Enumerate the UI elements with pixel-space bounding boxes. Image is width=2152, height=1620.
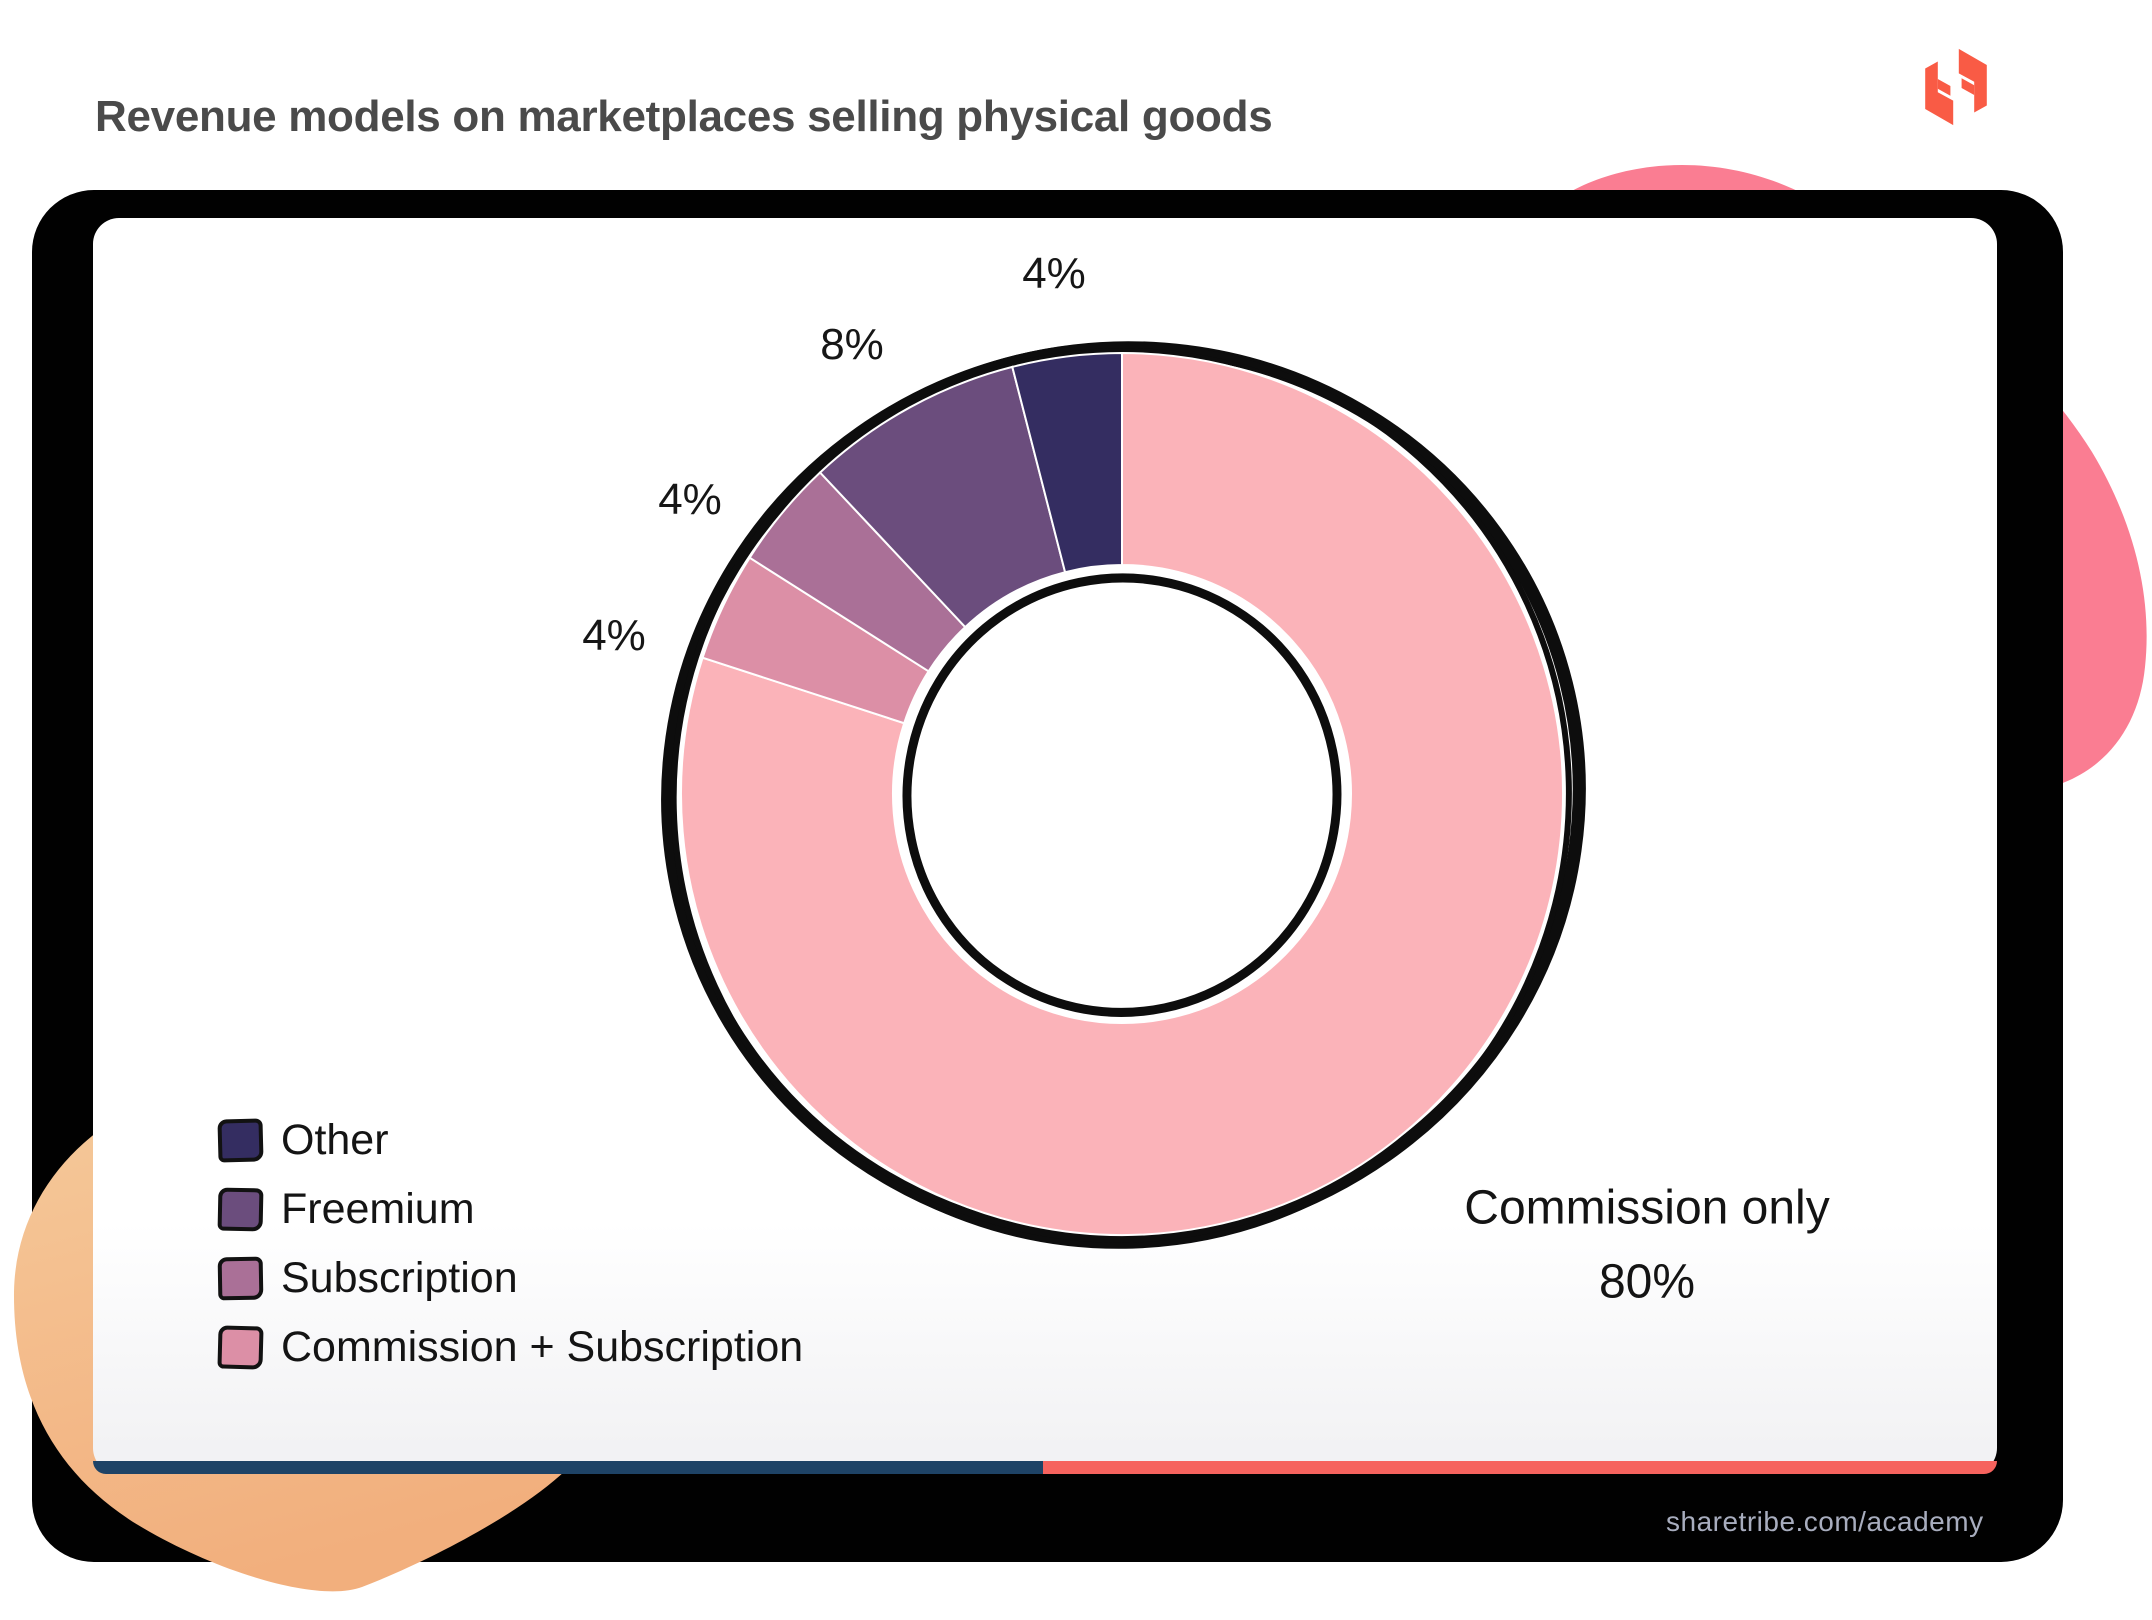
donut-segment-other — [1011, 351, 1123, 574]
legend-label-subscription: Subscription — [281, 1254, 518, 1302]
logo-right-arm — [1961, 78, 1975, 96]
pct-label-other: 4% — [1022, 249, 1086, 298]
donut-chart — [661, 341, 1586, 1249]
strip-navy — [93, 1461, 1043, 1474]
commission-only-callout: Commission only 80% — [1464, 1172, 1829, 1321]
legend-row-subscription: Subscription — [217, 1244, 803, 1313]
callout-percent: 80% — [1598, 1256, 1696, 1309]
logo-left-piece — [1925, 61, 1954, 126]
legend-swatch-subscription — [217, 1256, 264, 1301]
legend-row-other: Other — [217, 1106, 803, 1175]
pct-label-subscription: 4% — [658, 475, 722, 524]
page-title: Revenue models on marketplaces selling p… — [95, 92, 1273, 141]
logo-left-arm — [1937, 78, 1951, 96]
legend-label-other: Other — [281, 1116, 389, 1164]
legend-swatch-commission-subscription — [217, 1325, 264, 1370]
logo-right-piece — [1958, 48, 1987, 113]
donut-outer-outline-2 — [670, 342, 1572, 1249]
pct-label-commission-subscription: 4% — [582, 611, 646, 660]
donut-segments — [680, 351, 1564, 1236]
pct-label-freemium: 8% — [820, 320, 884, 369]
legend-row-commission-subscription: Commission + Subscription — [217, 1313, 804, 1382]
strip-coral — [1043, 1461, 1997, 1474]
callout-label: Commission only — [1464, 1181, 1830, 1235]
donut-hole — [902, 573, 1342, 1017]
legend-swatch-freemium — [217, 1187, 264, 1232]
chart-legend: Other Freemium Subscription Commission +… — [217, 1106, 804, 1382]
legend-label-commission-subscription: Commission + Subscription — [281, 1323, 804, 1371]
legend-swatch-other — [217, 1118, 264, 1163]
card-bottom-strip — [93, 1461, 1997, 1474]
footer-url: sharetribe.com/academy — [1666, 1506, 1984, 1537]
legend-label-freemium: Freemium — [281, 1185, 475, 1233]
sharetribe-logo-icon — [1925, 48, 1987, 126]
legend-row-freemium: Freemium — [217, 1175, 803, 1244]
